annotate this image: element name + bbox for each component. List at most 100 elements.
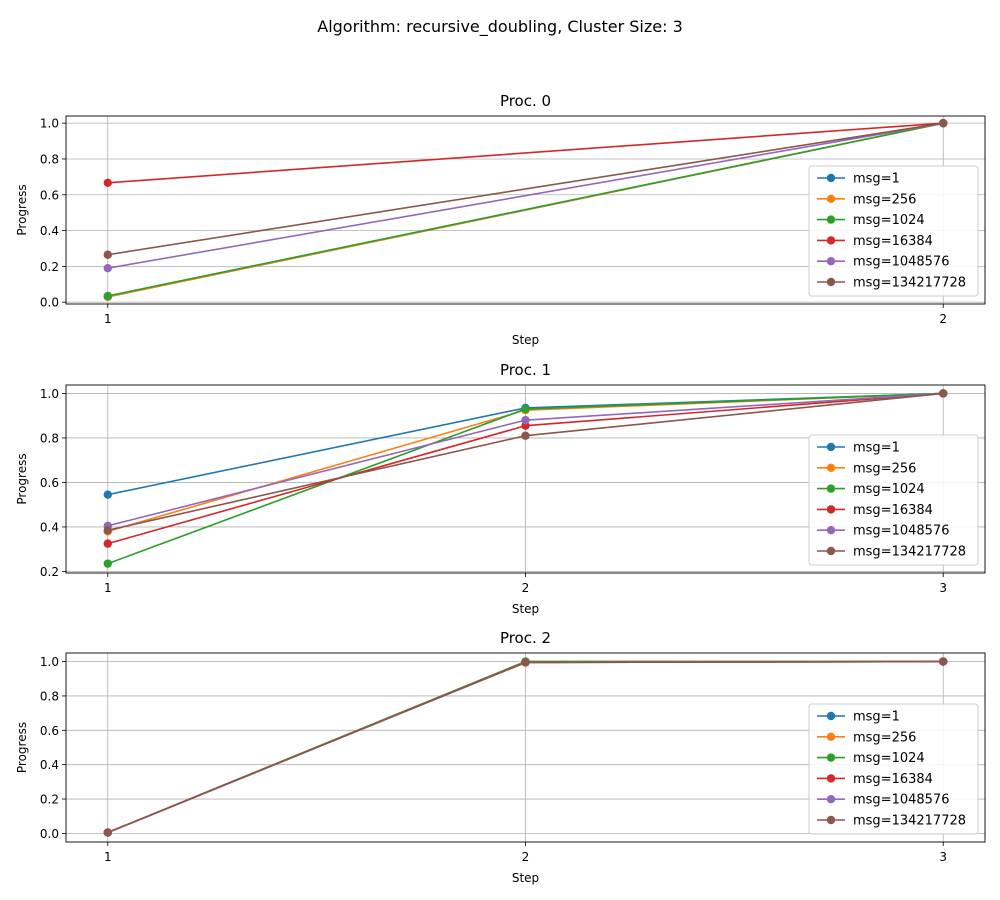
- legend-marker: [826, 526, 836, 535]
- data-point: [939, 118, 948, 128]
- legend-label: msg=256: [853, 192, 916, 207]
- subplot-0: Proc. 0 0.0 0.2 0.4 0.6 0.8 1.0 1 2 Step Progress m…: [15, 92, 986, 347]
- y-tick-label: 0.8: [40, 689, 59, 703]
- legend-marker: [826, 795, 836, 804]
- legend-marker: [826, 815, 836, 825]
- data-point: [103, 539, 112, 548]
- legend-label: msg=16384: [853, 772, 933, 787]
- subplot-title: Proc. 0: [500, 92, 551, 110]
- legend-label: msg=1048576: [853, 255, 949, 270]
- series-line-msg=16384: [107, 122, 944, 184]
- legend-marker: [826, 173, 836, 183]
- legend-label: msg=1024: [853, 213, 925, 228]
- data-point: [103, 250, 112, 259]
- data-point: [103, 291, 112, 301]
- legend-box: [808, 434, 979, 566]
- legend-label: msg=16384: [853, 503, 933, 518]
- y-tick-label: 0.4: [40, 224, 59, 238]
- data-point: [521, 404, 530, 414]
- legend-marker: [826, 484, 836, 493]
- data-point: [103, 526, 112, 535]
- legend-marker: [826, 277, 836, 287]
- x-tick-label: 1: [104, 850, 112, 864]
- y-axis-label: Progress: [15, 184, 29, 235]
- data-point: [103, 828, 112, 837]
- legend-label: msg=1024: [853, 482, 925, 497]
- data-point: [521, 658, 530, 667]
- x-tick-label: 1: [104, 312, 112, 326]
- legend-box: [808, 165, 979, 297]
- data-point: [939, 657, 948, 666]
- series-line-msg=1024: [107, 122, 944, 297]
- subplot-title: Proc. 1: [500, 361, 551, 379]
- y-axis-label: Progress: [15, 722, 29, 773]
- legend-marker: [826, 236, 836, 245]
- data-point: [103, 263, 112, 273]
- x-tick-label: 2: [522, 581, 530, 595]
- legend-marker: [826, 774, 836, 783]
- series-line-msg=1048576: [107, 122, 944, 269]
- subplots: Proc. 0 0.0 0.2 0.4 0.6 0.8 1.0 1 2 Step Progress m…: [15, 92, 986, 885]
- y-tick-label: 0.4: [40, 520, 59, 534]
- legend-label: msg=16384: [853, 234, 933, 249]
- axes-frame: [65, 115, 986, 305]
- x-axis-label: Step: [512, 871, 539, 885]
- legend-label: msg=134217728: [853, 545, 966, 560]
- subplot-2: Proc. 2 0.0 0.2 0.4 0.6 0.8 1.0 1 2 3 Step Progress…: [15, 629, 986, 885]
- legend-label: msg=1024: [853, 751, 925, 766]
- legend: msg=1 msg=256 msg=1024 msg=16384 msg=1048576…: [808, 434, 979, 566]
- legend-marker: [826, 546, 836, 556]
- y-tick-label: 0.0: [40, 827, 59, 841]
- legend-marker: [826, 442, 836, 452]
- legend: msg=1 msg=256 msg=1024 msg=16384 msg=1048576…: [808, 703, 979, 835]
- legend-marker: [826, 215, 836, 224]
- data-point: [521, 415, 530, 425]
- series-line-msg=134217728: [107, 122, 944, 256]
- x-tick-label: 3: [939, 581, 947, 595]
- legend-marker: [826, 463, 836, 472]
- y-tick-label: 0.6: [40, 724, 59, 738]
- legend-label: msg=1048576: [853, 793, 949, 808]
- legend-label: msg=1048576: [853, 524, 949, 539]
- x-axis-label: Step: [512, 602, 539, 616]
- legend-label: msg=256: [853, 730, 916, 745]
- legend-box: [808, 703, 979, 835]
- figure-suptitle: Algorithm: recursive_doubling, Cluster S…: [317, 17, 683, 37]
- x-tick-label: 1: [104, 581, 112, 595]
- y-tick-label: 0.2: [40, 793, 59, 807]
- y-tick-label: 0.6: [40, 476, 59, 490]
- data-point: [103, 178, 112, 187]
- legend-marker: [826, 732, 836, 741]
- legend-label: msg=1: [853, 172, 900, 187]
- y-tick-label: 0.6: [40, 188, 59, 202]
- legend-label: msg=1: [853, 710, 900, 725]
- data-point: [521, 431, 530, 440]
- y-tick-label: 0.2: [40, 565, 59, 579]
- y-axis-label: Progress: [15, 453, 29, 504]
- legend-label: msg=134217728: [853, 814, 966, 829]
- x-tick-label: 2: [939, 312, 947, 326]
- y-tick-label: 0.4: [40, 758, 59, 772]
- data-point: [939, 389, 948, 398]
- legend-marker: [826, 194, 836, 203]
- subplot-title: Proc. 2: [500, 629, 551, 647]
- y-tick-label: 1.0: [40, 387, 59, 401]
- legend-marker: [826, 711, 836, 721]
- legend-marker: [826, 753, 836, 762]
- y-tick-label: 0.2: [40, 260, 59, 274]
- x-axis-label: Step: [512, 333, 539, 347]
- data-point: [103, 490, 112, 499]
- y-tick-label: 1.0: [40, 655, 59, 669]
- axes-frame: [65, 384, 986, 574]
- legend-marker: [826, 505, 836, 514]
- y-tick-label: 0.8: [40, 152, 59, 166]
- data-point: [103, 559, 112, 568]
- legend-label: msg=134217728: [853, 276, 966, 291]
- axes-frame: [65, 652, 986, 843]
- y-tick-label: 0.8: [40, 431, 59, 445]
- legend-label: msg=1: [853, 441, 900, 456]
- legend-marker: [826, 257, 836, 266]
- subplot-1: Proc. 1 0.2 0.4 0.6 0.8 1.0 1 2 3 Step Progress msg…: [15, 361, 986, 616]
- legend: msg=1 msg=256 msg=1024 msg=16384 msg=1048576…: [808, 165, 979, 297]
